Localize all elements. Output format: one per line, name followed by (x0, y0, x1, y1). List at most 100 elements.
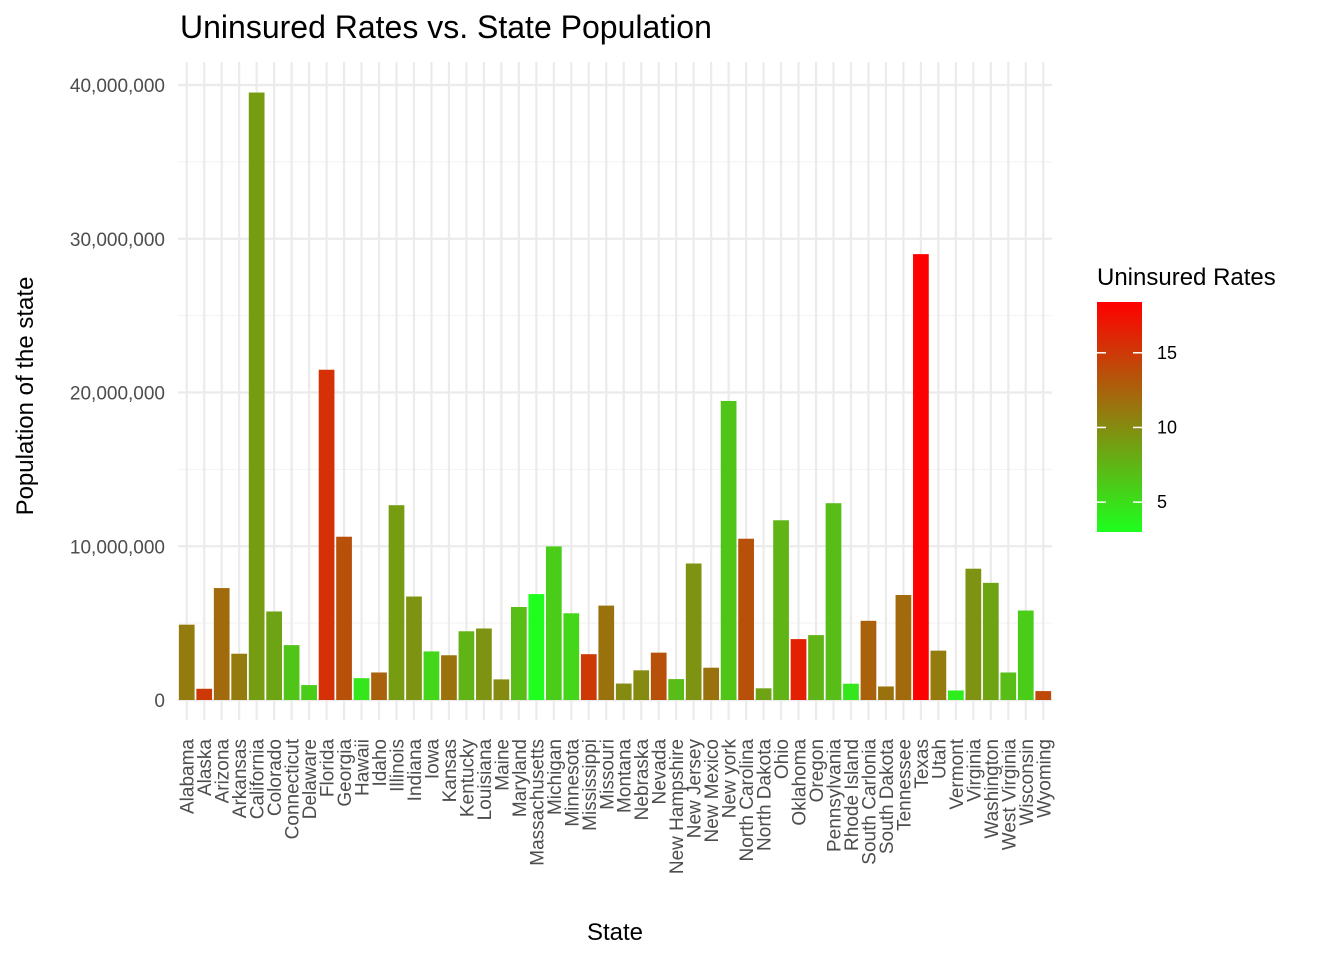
bar-new-mexico (703, 667, 720, 700)
x-tick-label: Maryland (510, 739, 531, 817)
x-tick-label: Colorado (265, 739, 286, 816)
bar-south-carlonia (860, 620, 877, 700)
x-tick-label: Kentucky (457, 739, 478, 818)
bar-wyoming (1035, 691, 1052, 700)
x-tick-label: Maine (492, 739, 513, 791)
bar-nevada (650, 652, 667, 700)
bar-kentucky (458, 631, 475, 700)
bars (178, 92, 1052, 700)
bar-illinois (388, 505, 405, 700)
x-tick-label: Alaska (195, 739, 216, 796)
chart-title: Uninsured Rates vs. State Population (180, 9, 712, 45)
x-tick-label: Delaware (300, 739, 321, 819)
bar-montana (615, 683, 632, 700)
bar-virginia (965, 568, 982, 700)
bar-louisiana (476, 628, 492, 700)
y-tick-label: 10,000,000 (70, 537, 165, 558)
x-tick-label: New Hampshire (667, 739, 688, 874)
legend-tick-label: 10 (1157, 417, 1177, 437)
bar-idaho (371, 672, 387, 700)
y-tick-label: 40,000,000 (70, 76, 165, 97)
bar-vermont (947, 690, 964, 700)
x-tick-label: Texas (912, 739, 933, 789)
bar-north-dakota (755, 688, 772, 700)
bar-iowa (423, 651, 440, 700)
bar-utah (930, 650, 947, 700)
bar-alabama (178, 624, 195, 700)
bar-georgia (336, 536, 352, 700)
bar-oregon (808, 635, 824, 700)
bar-washington (982, 582, 999, 700)
x-tick-label: Alabama (178, 739, 199, 814)
x-tick-label: Tennessee (894, 739, 915, 831)
bar-connecticut (283, 645, 300, 700)
x-tick-label: Missouri (597, 739, 618, 810)
x-tick-label: Iowa (422, 739, 443, 780)
x-tick-label: New Jersey (685, 739, 706, 839)
bar-new-york (720, 400, 737, 700)
legend-colorbar (1097, 302, 1142, 532)
bar-minnesota (563, 613, 580, 700)
bar-west-virginia (1000, 672, 1017, 700)
bar-indiana (406, 596, 422, 700)
x-tick-label: Washington (982, 739, 1003, 839)
bar-missouri (598, 605, 615, 700)
y-tick-label: 0 (154, 691, 165, 712)
legend-tick-label: 5 (1157, 492, 1167, 512)
x-tick-label: Massachusetts (527, 739, 548, 866)
x-tick-label: Rhode Island (842, 739, 863, 851)
bar-maine (493, 679, 510, 700)
color-legend: Uninsured Rates 5 10 15 (1097, 264, 1276, 532)
x-tick-label: Hawaii (353, 739, 374, 796)
bar-colorado (266, 611, 283, 700)
bar-rhode-island (843, 683, 859, 700)
bar-ohio (773, 520, 789, 700)
bar-michigan (545, 546, 562, 700)
x-tick-label: Nevada (650, 739, 671, 805)
x-tick-label: Minnesota (562, 739, 583, 827)
x-tick-label: Utah (929, 739, 950, 779)
x-tick-label: New Mexico (702, 739, 723, 842)
x-tick-label: Connecticut (283, 738, 304, 839)
x-tick-label: Georgia (335, 739, 356, 807)
x-tick-label: North Dakota (755, 739, 776, 851)
x-axis-title: State (587, 919, 643, 946)
x-tick-label: Montana (615, 739, 636, 813)
x-tick-label: Pennsylvania (825, 739, 846, 852)
bar-arizona (213, 588, 230, 700)
x-tick-label: Mississippi (580, 739, 601, 831)
bar-new-jersey (685, 563, 702, 700)
x-tick-label: Oklahoma (790, 739, 811, 826)
x-tick-label: Virginia (964, 739, 985, 802)
x-tick-label: Ohio (772, 739, 793, 779)
bar-florida (318, 369, 335, 700)
x-tick-label: Michigan (545, 739, 566, 815)
bar-mississippi (580, 654, 597, 700)
bar-kansas (441, 655, 457, 700)
x-axis-ticks: AlabamaAlaskaArizonaArkansasCaliforniaCo… (178, 738, 1056, 874)
legend-tick-label: 15 (1157, 343, 1177, 363)
x-tick-label: Kansas (440, 739, 461, 802)
x-tick-label: Wyoming (1034, 739, 1055, 818)
bar-pennsylvania (825, 503, 842, 700)
x-tick-label: South Dakota (877, 739, 898, 855)
x-tick-label: Arkansas (230, 739, 251, 818)
bar-new-hampshire (668, 679, 685, 700)
bar-alaska (196, 688, 213, 700)
x-tick-label: Wisconsin (1017, 739, 1038, 826)
x-tick-label: Illinois (388, 739, 409, 792)
x-tick-label: Nebraska (632, 739, 653, 821)
bar-arkansas (231, 653, 248, 700)
y-axis-ticks: 0 10,000,000 20,000,000 30,000,000 40,000,00… (70, 76, 165, 712)
x-tick-label: Indiana (405, 739, 426, 802)
x-tick-label: Louisiana (475, 739, 496, 821)
y-axis-title: Population of the state (12, 277, 39, 516)
bar-massachusetts (528, 594, 545, 700)
x-tick-label: South Carlonia (859, 739, 880, 865)
x-tick-label: Oregon (807, 739, 828, 802)
x-tick-label: New york (720, 739, 741, 819)
bar-maryland (510, 606, 527, 700)
bar-hawaii (353, 678, 370, 700)
x-tick-label: Vermont (947, 738, 968, 809)
